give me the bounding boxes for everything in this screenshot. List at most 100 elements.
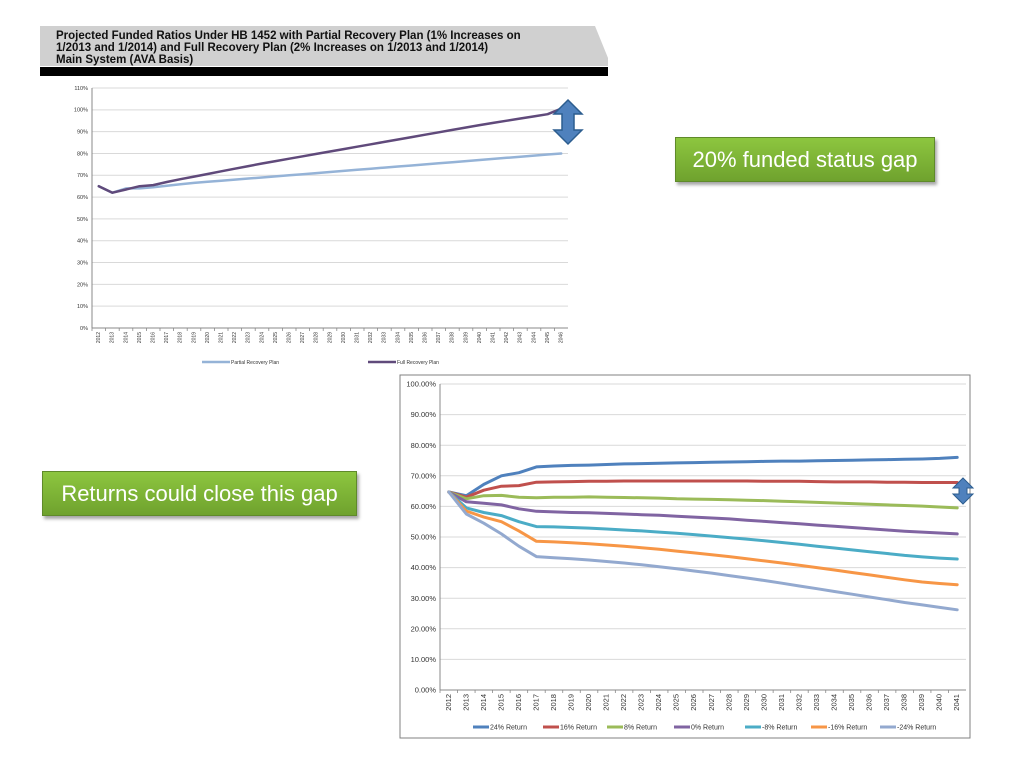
series-line-16-return: [447, 490, 959, 587]
x-tick-label: 2034: [829, 694, 838, 711]
y-tick-label: 60%: [77, 195, 88, 201]
x-tick-label: 2043: [518, 332, 524, 343]
x-tick-label: 2025: [273, 332, 279, 343]
legend-label: -24% Return: [897, 724, 936, 731]
x-tick-label: 2017: [531, 694, 540, 711]
double-arrow-icon: [552, 98, 584, 146]
x-tick-label: 2012: [444, 694, 453, 711]
y-tick-label: 10.00%: [411, 655, 437, 664]
y-tick-label: 20%: [77, 282, 88, 288]
x-tick-label: 2045: [545, 332, 551, 343]
chart2-returns-scenarios: 0.00% 10.00% 20.00% 30.00% 40.00% 50.00% 60.00…: [406, 380, 966, 731]
x-tick-label: 2044: [531, 332, 537, 343]
y-tick-label: 100%: [74, 108, 88, 114]
legend-label: 0% Return: [691, 724, 724, 731]
series-line-partial-recovery-plan: [97, 152, 563, 194]
legend-label: Partial Recovery Plan: [231, 360, 279, 366]
chart2-frame: [399, 374, 971, 739]
x-tick-label: 2034: [395, 332, 401, 343]
x-tick-label: 2024: [259, 332, 265, 343]
x-tick-label: 2029: [327, 332, 333, 343]
x-tick-label: 2024: [654, 694, 663, 711]
y-tick-label: 30%: [77, 260, 88, 266]
legend-label: 24% Return: [490, 724, 527, 731]
x-tick-label: 2015: [137, 332, 143, 343]
x-tick-label: 2030: [759, 694, 768, 711]
x-tick-label: 2032: [794, 694, 803, 711]
y-tick-label: 100.00%: [406, 380, 436, 389]
x-tick-label: 2038: [450, 332, 456, 343]
title-banner-bg: [40, 26, 608, 66]
y-tick-label: 10%: [77, 304, 88, 310]
x-tick-label: 2013: [110, 332, 116, 343]
x-tick-label: 2016: [514, 694, 523, 711]
legend-label: 8% Return: [624, 724, 657, 731]
y-tick-label: 20.00%: [411, 624, 437, 633]
y-tick-label: 70.00%: [411, 471, 437, 480]
x-tick-label: 2014: [123, 332, 129, 343]
y-tick-label: 50%: [77, 217, 88, 223]
y-tick-label: 80%: [77, 151, 88, 157]
x-tick-label: 2031: [777, 694, 786, 711]
y-tick-label: 50.00%: [411, 533, 437, 542]
x-tick-label: 2016: [151, 332, 157, 343]
x-tick-label: 2041: [952, 694, 961, 711]
x-tick-label: 2041: [491, 332, 497, 343]
y-tick-label: 70%: [77, 173, 88, 179]
x-tick-label: 2018: [178, 332, 184, 343]
gap-arrow-large: [552, 98, 584, 146]
y-tick-label: 0.00%: [415, 686, 437, 695]
chart1-funded-ratio-plan: 0% 10% 20% 30% 40% 50% 60% 70% 80% 90% 100% 110% 201…: [74, 86, 568, 366]
series-line-full-recovery-plan: [97, 107, 563, 194]
x-tick-label: 2033: [812, 694, 821, 711]
x-tick-label: 2035: [409, 332, 415, 343]
x-tick-label: 2023: [246, 332, 252, 343]
x-tick-label: 2029: [742, 694, 751, 711]
x-tick-label: 2036: [865, 694, 874, 711]
chart1-title-banner: Projected Funded Ratios Under HB 1452 wi…: [40, 26, 608, 76]
series-line-0-return: [447, 490, 959, 536]
series-line-8-return: [447, 490, 959, 561]
series-line-16-return: [447, 479, 959, 499]
x-tick-label: 2019: [566, 694, 575, 711]
x-tick-label: 2046: [559, 332, 565, 343]
x-tick-label: 2028: [724, 694, 733, 711]
x-tick-label: 2025: [672, 694, 681, 711]
x-tick-label: 2014: [479, 694, 488, 711]
x-tick-label: 2021: [219, 332, 225, 343]
title-banner-bar: [40, 67, 608, 76]
x-tick-label: 2040: [935, 694, 944, 711]
x-tick-label: 2039: [463, 332, 469, 343]
x-tick-label: 2022: [232, 332, 238, 343]
double-arrow-icon: [951, 477, 975, 505]
x-tick-label: 2036: [423, 332, 429, 343]
x-tick-label: 2019: [191, 332, 197, 343]
y-tick-label: 40.00%: [411, 563, 437, 572]
legend-label: Full Recovery Plan: [397, 360, 439, 366]
x-tick-label: 2022: [619, 694, 628, 711]
funded-status-gap-callout: 20% funded status gap: [675, 137, 935, 182]
chart1-title-line-3: Main System (AVA Basis): [56, 54, 193, 66]
returns-close-gap-callout: Returns could close this gap: [42, 471, 357, 516]
x-tick-label: 2026: [689, 694, 698, 711]
x-tick-label: 2018: [549, 694, 558, 711]
x-tick-label: 2017: [164, 332, 170, 343]
chart1-title-line-2: 1/2013 and 1/2014) and Full Recovery Pla…: [56, 42, 488, 54]
series-line-24-return: [447, 490, 959, 612]
x-tick-label: 2021: [602, 694, 611, 711]
x-tick-label: 2032: [368, 332, 374, 343]
x-tick-label: 2037: [436, 332, 442, 343]
x-tick-label: 2026: [287, 332, 293, 343]
legend-label: 16% Return: [560, 724, 597, 731]
legend-label: -16% Return: [828, 724, 867, 731]
x-tick-label: 2027: [300, 332, 306, 343]
x-tick-label: 2028: [314, 332, 320, 343]
y-tick-label: 90.00%: [411, 410, 437, 419]
gap-arrow-small: [951, 477, 975, 505]
series-line-8-return: [447, 490, 959, 510]
x-tick-label: 2027: [707, 694, 716, 711]
x-tick-label: 2013: [461, 694, 470, 711]
x-tick-label: 2030: [341, 332, 347, 343]
x-tick-label: 2042: [504, 332, 510, 343]
